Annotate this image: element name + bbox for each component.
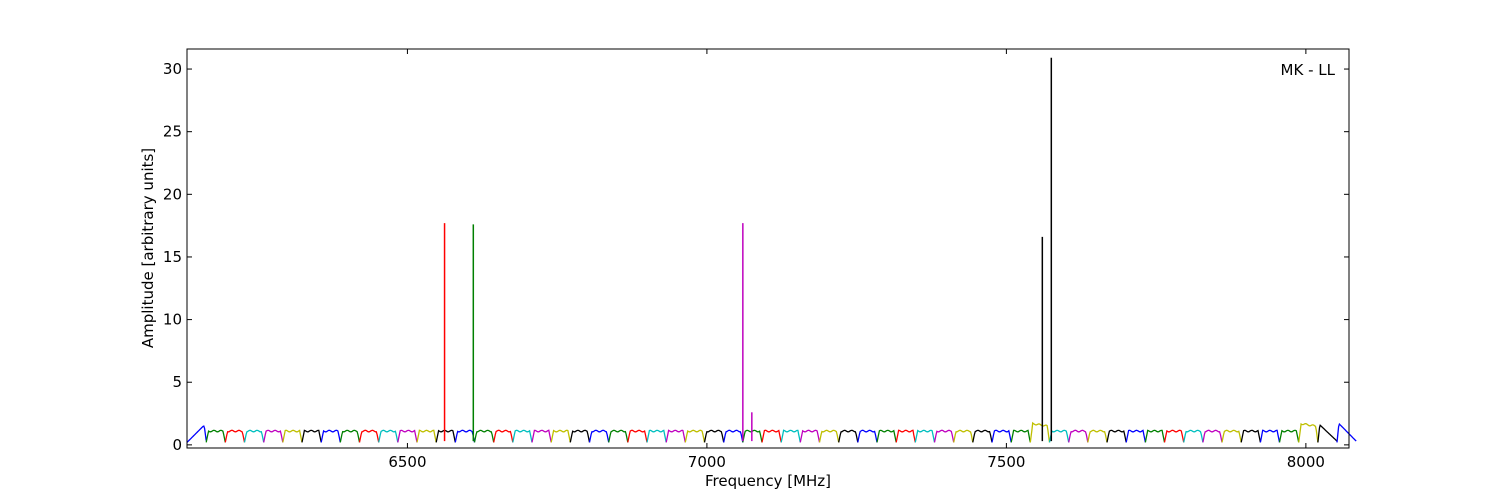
subband-line-53 [1202,429,1223,443]
y-tick-label: 15 [163,248,182,266]
subband-line-3 [243,429,265,443]
subband-line-58 [1298,422,1319,443]
subband-line-25 [665,429,686,443]
subband-line-18 [531,429,552,443]
subband-line-57 [1278,429,1300,443]
subband-line-54 [1221,429,1242,443]
subband-line-23 [627,429,648,443]
subband-line-17 [512,429,533,443]
subband-line-8 [339,429,361,443]
subband-line-13 [435,429,456,443]
subband-line-26 [684,429,706,443]
subband-line-34 [838,429,859,443]
subband-line-60 [1336,422,1357,443]
subband-line-6 [301,429,322,443]
subband-line-48 [1106,429,1127,443]
subband-line-46 [1068,429,1089,443]
subband-line-56 [1259,429,1281,443]
x-tick-label: 8000 [1287,453,1325,471]
annotation-label: MK - LL [1281,61,1336,79]
subband-line-40 [953,429,974,443]
subband-line-33 [818,429,840,443]
subband-line-5 [282,429,303,443]
plot-frame [186,48,1350,449]
subband-line-7 [320,429,341,443]
x-axis-label: Frequency [MHz] [705,472,831,490]
subband-line-45 [1048,429,1070,443]
subband-line-55 [1240,429,1262,443]
y-tick-label: 10 [163,311,182,329]
subband-line-24 [646,429,667,443]
subband-line-0 [186,425,207,443]
plot-marks [186,57,1357,443]
subband-line-52 [1183,429,1204,443]
subband-line-20 [569,429,591,443]
subband-line-43 [1010,429,1031,443]
subband-line-15 [473,429,495,443]
subband-line-22 [608,429,629,443]
subband-line-31 [780,429,801,443]
y-tick-label: 5 [172,373,182,391]
subband-line-4 [263,429,284,443]
subband-line-51 [1163,429,1185,443]
subband-line-10 [378,429,399,443]
subband-line-1 [205,429,226,443]
subband-line-21 [588,429,610,443]
x-tick-label: 6500 [388,453,426,471]
subband-line-37 [895,429,916,443]
subband-line-41 [972,429,993,443]
y-axis-label: Amplitude [arbitrary units] [139,148,157,348]
subband-line-30 [761,429,782,443]
subband-line-11 [397,429,418,443]
subband-line-14 [454,429,476,443]
subband-line-19 [550,429,571,443]
x-tick-label: 7500 [987,453,1025,471]
subband-line-2 [224,429,246,443]
subband-line-47 [1087,429,1108,443]
subband-line-12 [416,429,437,443]
x-axis: 6500 7000 7500 8000 [388,49,1325,471]
subband-line-36 [876,429,897,443]
y-tick-label: 30 [163,60,182,78]
subband-line-16 [493,429,514,443]
y-tick-label: 20 [163,185,182,203]
subband-line-50 [1144,429,1166,443]
subband-line-32 [799,429,821,443]
subband-line-44 [1029,421,1051,443]
subband-line-39 [933,429,955,443]
subband-line-49 [1125,429,1147,443]
subband-line-9 [358,429,380,443]
subband-line-27 [703,429,725,443]
y-tick-label: 25 [163,123,182,141]
y-axis: 0 5 10 15 20 25 30 [163,60,1349,454]
subband-line-28 [723,429,744,443]
x-tick-label: 7000 [688,453,726,471]
subband-line-42 [991,429,1012,443]
subband-line-35 [857,429,878,443]
y-tick-label: 0 [172,436,182,454]
subband-line-59 [1317,424,1338,443]
subband-line-38 [914,429,936,443]
